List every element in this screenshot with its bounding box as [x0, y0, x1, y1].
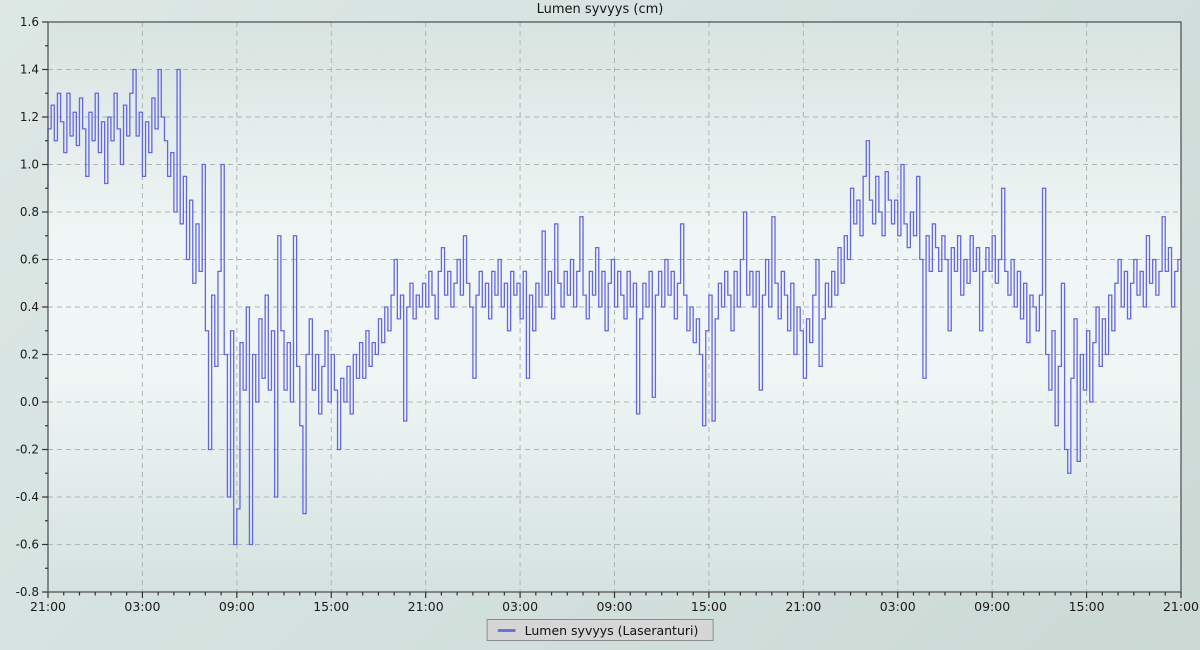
legend-line-swatch	[497, 628, 516, 632]
x-tick-label: 03:00	[502, 599, 538, 614]
y-tick-label: 1.0	[20, 158, 39, 172]
chart-title: Lumen syvyys (cm)	[536, 2, 664, 17]
x-tick-label: 15:00	[1069, 599, 1105, 614]
y-tick-label: 1.6	[20, 15, 39, 29]
x-tick-label: 09:00	[596, 599, 632, 614]
legend: Lumen syvyys (Laseranturi)	[486, 619, 714, 641]
x-tick-label: 21:00	[785, 599, 821, 614]
x-tick-label: 09:00	[219, 599, 255, 614]
x-tick-label: 03:00	[124, 599, 160, 614]
y-tick-label: 1.2	[20, 110, 39, 124]
x-tick-label: 03:00	[880, 599, 916, 614]
y-tick-label: -0.8	[16, 585, 39, 599]
x-tick-label: 09:00	[974, 599, 1010, 614]
y-tick-label: 0.0	[20, 395, 39, 409]
x-tick-label: 15:00	[313, 599, 349, 614]
legend-label: Lumen syvyys (Laseranturi)	[524, 622, 699, 638]
y-tick-label: 0.2	[20, 348, 39, 362]
y-tick-label: -0.4	[16, 490, 39, 504]
x-tick-label: 21:00	[30, 599, 66, 614]
y-tick-label: 0.6	[20, 253, 39, 267]
y-tick-label: -0.6	[16, 538, 39, 552]
y-tick-label: 1.4	[20, 63, 39, 77]
x-tick-label: 21:00	[408, 599, 444, 614]
x-tick-label: 21:00	[1163, 599, 1199, 614]
y-tick-label: -0.2	[16, 443, 39, 457]
y-tick-label: 0.8	[20, 205, 39, 219]
series-line	[47, 68, 1181, 546]
y-tick-label: 0.4	[20, 300, 39, 314]
x-tick-label: 15:00	[691, 599, 727, 614]
